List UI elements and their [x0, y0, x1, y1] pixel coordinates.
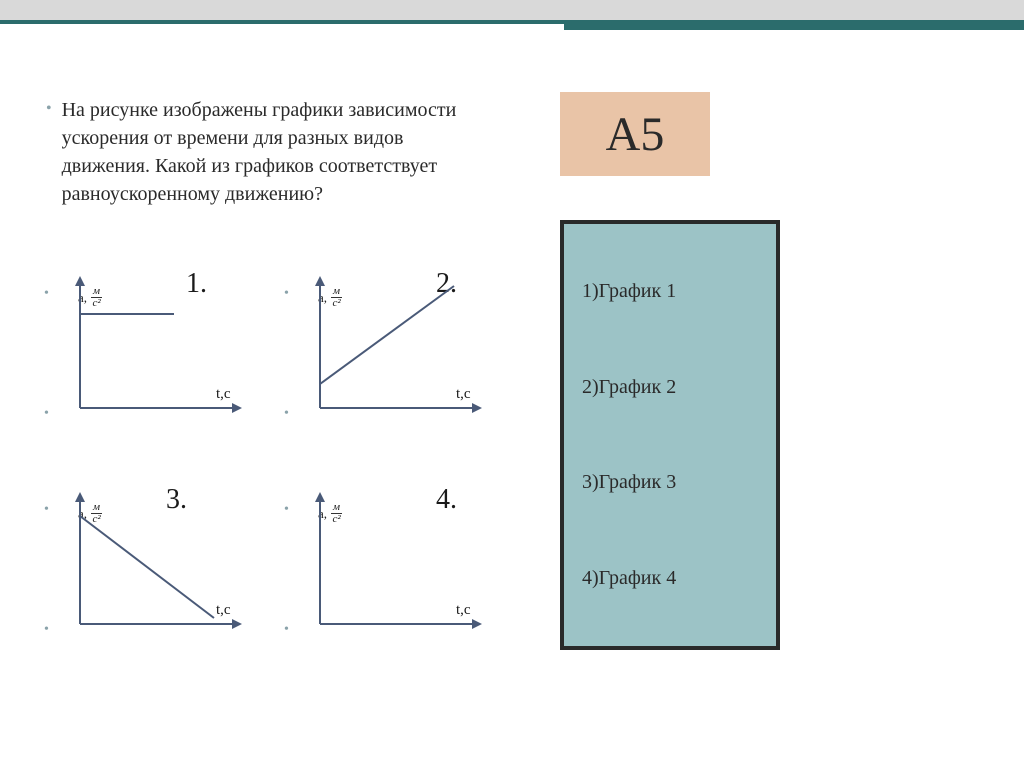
- bullet-icon: •: [46, 96, 52, 122]
- bullet-icon: •: [44, 502, 49, 518]
- answer-option-3[interactable]: 3)График 3: [582, 471, 758, 494]
- bullet-icon: •: [44, 406, 49, 422]
- chart-row-2: ••3.a,мс²t,c ••4.a,мс²t,c: [40, 484, 520, 654]
- chart-4: ••4.a,мс²t,c: [280, 484, 492, 654]
- x-axis-label: t,c: [216, 602, 231, 619]
- answer-option-4[interactable]: 4)График 4: [582, 567, 758, 590]
- slide: • На рисунке изображены графики зависимо…: [0, 0, 1024, 768]
- answer-panel: 1)График 1 2)График 2 3)График 3 4)Графи…: [560, 220, 780, 650]
- answer-option-1[interactable]: 1)График 1: [582, 280, 758, 303]
- chart-1: ••1.a,мс²t,c: [40, 268, 252, 438]
- x-axis-label: t,c: [456, 386, 471, 403]
- bullet-icon: •: [284, 622, 289, 638]
- x-axis-label: t,c: [456, 602, 471, 619]
- bullet-icon: •: [284, 286, 289, 302]
- chart-2: ••2.a,мс²t,c: [280, 268, 492, 438]
- bullet-icon: •: [44, 622, 49, 638]
- bullet-icon: •: [284, 502, 289, 518]
- chart-3: ••3.a,мс²t,c: [40, 484, 252, 654]
- top-stripe: [0, 0, 1024, 24]
- answer-option-2[interactable]: 2)График 2: [582, 376, 758, 399]
- x-axis-label: t,c: [216, 386, 231, 403]
- question-text: На рисунке изображены графики зависимост…: [62, 96, 480, 208]
- question-block: • На рисунке изображены графики зависимо…: [40, 96, 480, 208]
- badge-label: А5: [606, 107, 665, 162]
- question-row: • На рисунке изображены графики зависимо…: [40, 96, 480, 208]
- bullet-icon: •: [44, 286, 49, 302]
- bullet-icon: •: [284, 406, 289, 422]
- charts-grid: ••1.a,мс²t,c ••2.a,мс²t,c ••3.a,мс²t,c •…: [40, 268, 520, 700]
- chart-row-1: ••1.a,мс²t,c ••2.a,мс²t,c: [40, 268, 520, 438]
- question-badge: А5: [560, 92, 710, 176]
